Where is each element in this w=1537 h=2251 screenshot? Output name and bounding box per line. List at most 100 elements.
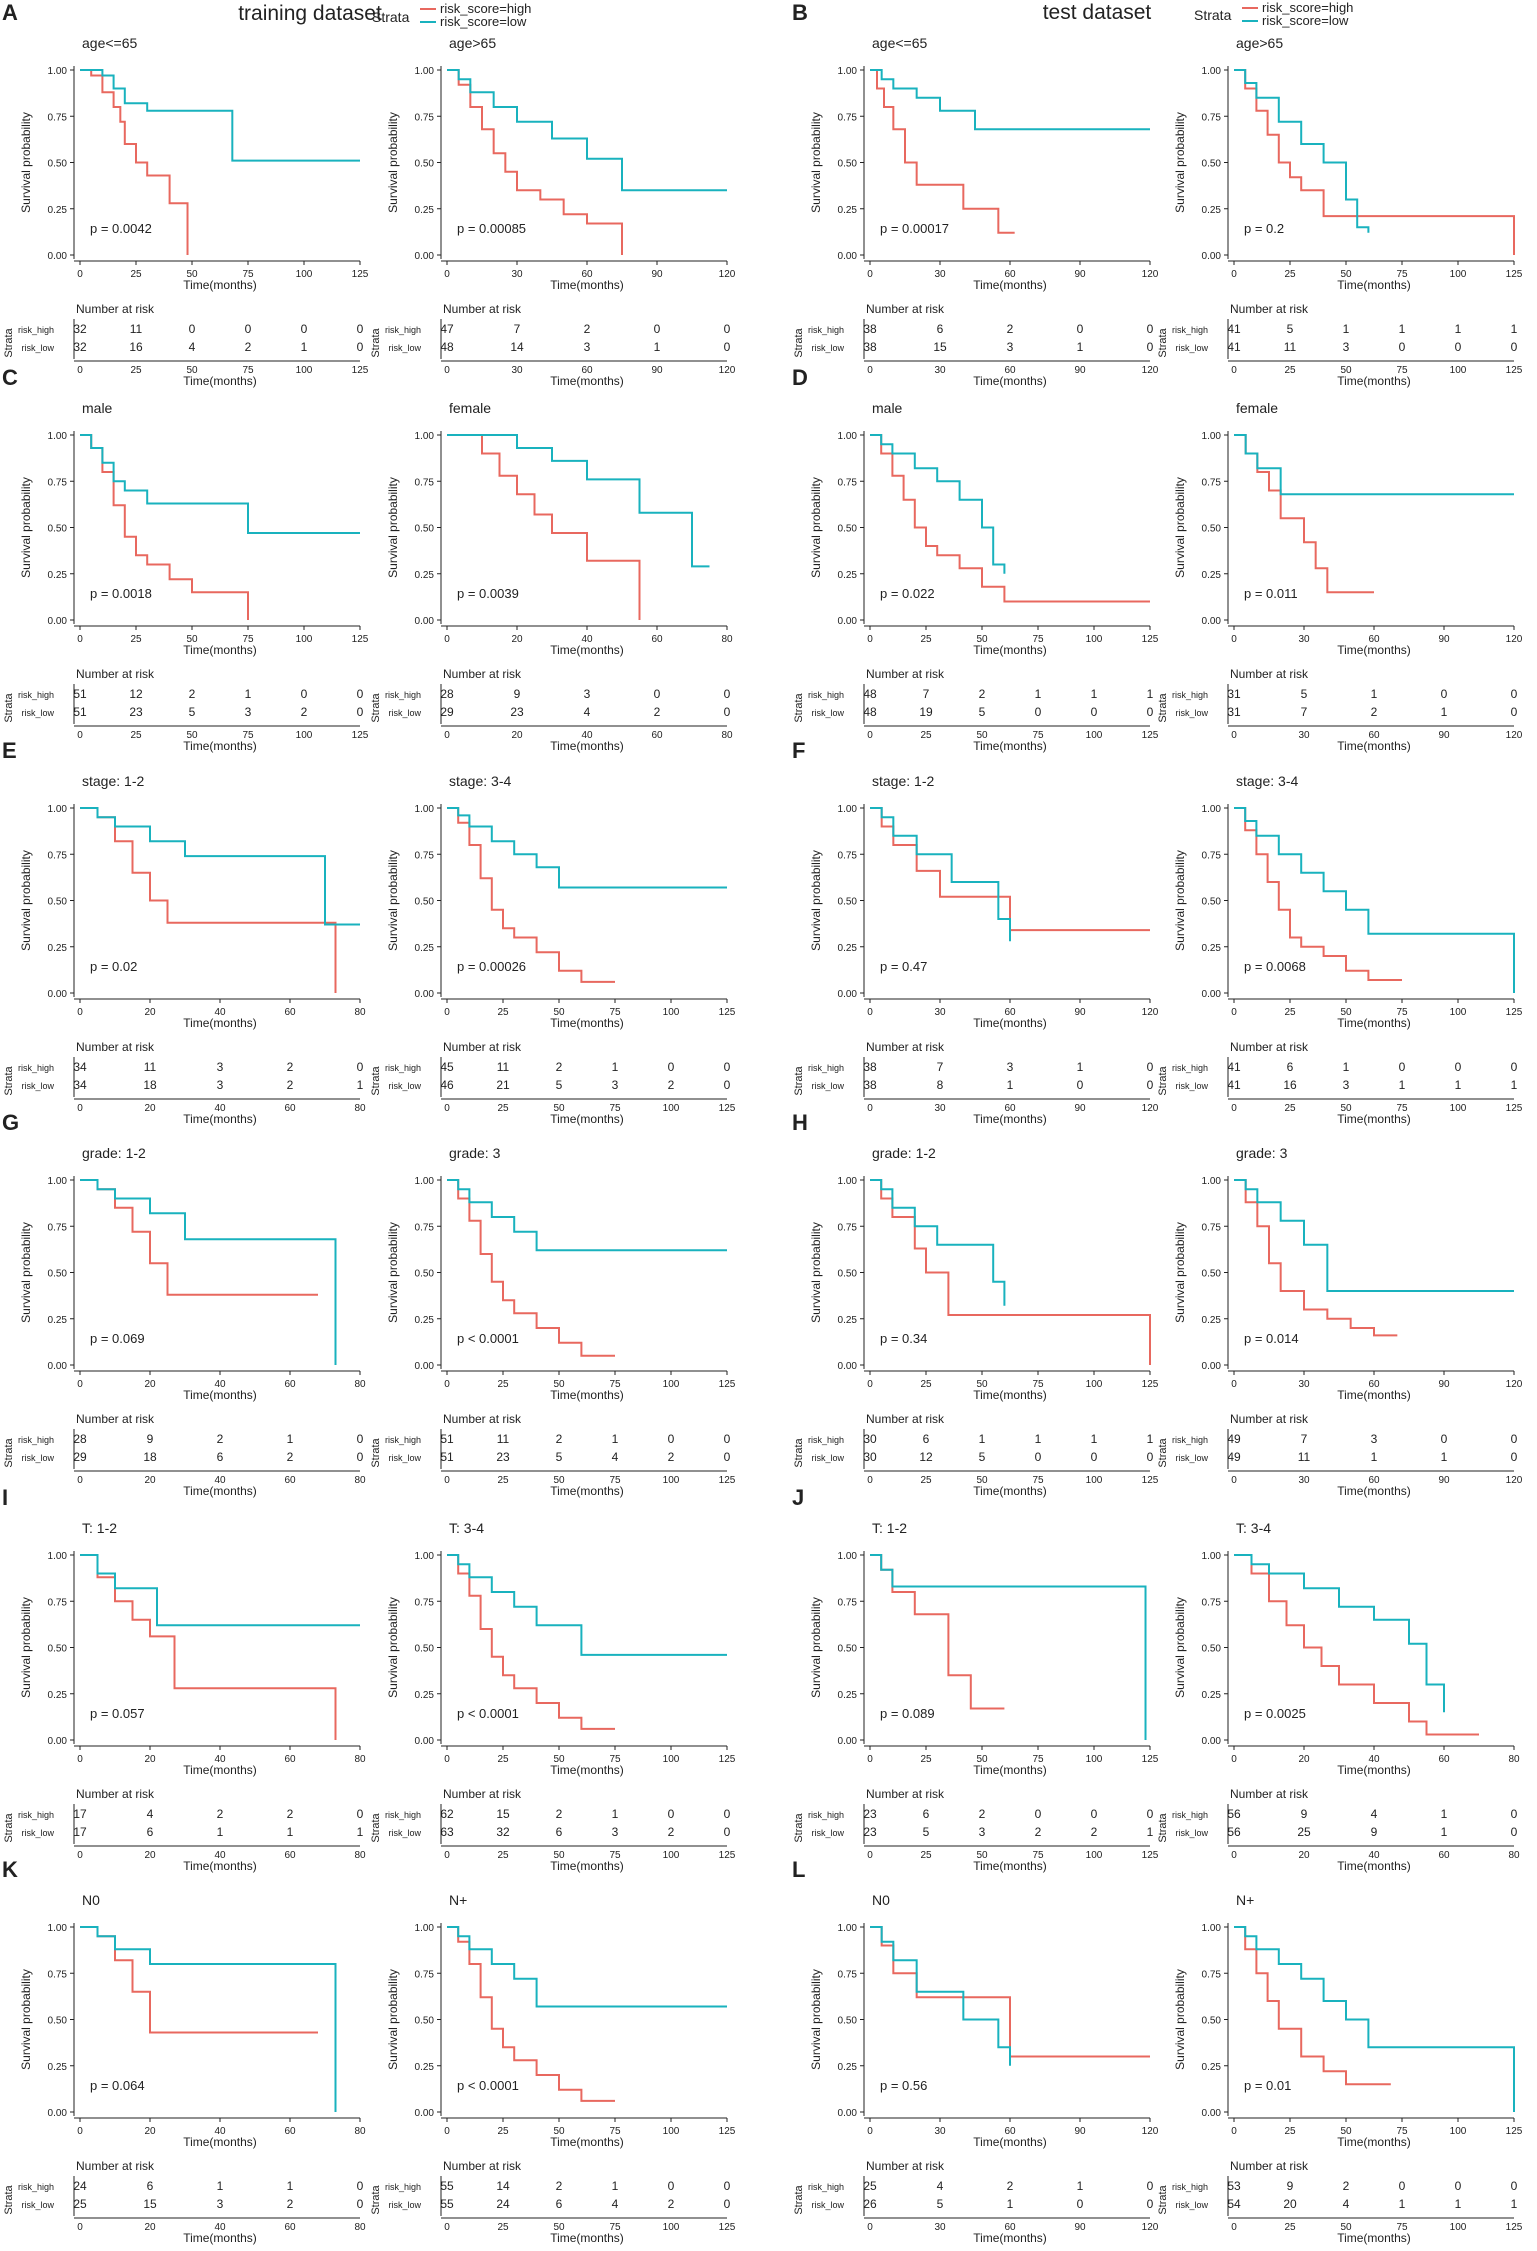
x-tick-label: 80 <box>354 1379 366 1390</box>
km-curve-risk-high <box>870 807 1150 932</box>
km-curve-risk-low <box>80 434 360 535</box>
risk-x-tick-label: 100 <box>1450 2222 1467 2233</box>
x-axis-label: Time(months) <box>183 2135 257 2149</box>
risk-count-low: 2 <box>668 1825 675 1839</box>
risk-count-low: 29 <box>73 1450 87 1464</box>
x-axis-label: Time(months) <box>183 1388 257 1402</box>
risk-row-label-low: risk_low <box>811 2200 844 2210</box>
risk-count-low: 0 <box>1091 705 1098 719</box>
x-axis-label: Time(months) <box>1337 278 1411 292</box>
risk-x-tick-label: 30 <box>1298 730 1310 741</box>
risk-row-label-low: risk_low <box>21 2200 54 2210</box>
risk-count-low: 1 <box>1007 1078 1014 1092</box>
x-tick-label: 75 <box>609 1754 621 1765</box>
x-tick-label: 20 <box>511 634 523 645</box>
risk-x-tick-label: 0 <box>77 2222 83 2233</box>
y-tick-label: 0.75 <box>1202 112 1222 123</box>
risk-count-high: 0 <box>1511 1432 1518 1446</box>
risk-count-low: 0 <box>724 705 731 719</box>
x-axis-label: Time(months) <box>973 1763 1047 1777</box>
risk-strata-label: Strata <box>3 2184 15 2214</box>
km-curve-risk-low <box>80 807 360 926</box>
risk-count-low: 31 <box>1227 705 1241 719</box>
risk-count-low: 48 <box>863 705 877 719</box>
risk-row-label-high: risk_high <box>1172 1810 1208 1820</box>
y-axis-label: Survival probability <box>809 112 823 213</box>
risk-count-high: 0 <box>724 2179 731 2193</box>
risk-count-low: 51 <box>440 1450 454 1464</box>
y-tick-label: 0.00 <box>838 989 858 1000</box>
panel-title: N0 <box>872 1892 890 1908</box>
km-curve-risk-low <box>447 434 710 568</box>
y-tick-label: 0.50 <box>48 524 68 535</box>
y-tick-label: 1.00 <box>48 66 68 77</box>
p-value: p = 0.0025 <box>1244 1706 1306 1721</box>
risk-count-high: 1 <box>1343 322 1350 336</box>
risk-table-title: Number at risk <box>1230 667 1309 681</box>
risk-x-tick-label: 75 <box>609 2222 621 2233</box>
x-tick-label: 120 <box>719 269 736 280</box>
risk-x-tick-label: 100 <box>1450 1103 1467 1114</box>
risk-row-label-high: risk_high <box>385 325 421 335</box>
x-tick-label: 75 <box>1396 269 1408 280</box>
x-tick-label: 0 <box>867 1379 873 1390</box>
risk-count-low: 18 <box>143 1450 157 1464</box>
risk-table-title: Number at risk <box>866 1787 945 1801</box>
x-tick-label: 0 <box>1231 269 1237 280</box>
risk-count-high: 0 <box>654 687 661 701</box>
risk-count-high: 2 <box>1343 2179 1350 2193</box>
x-tick-label: 80 <box>1508 1754 1520 1765</box>
risk-count-high: 0 <box>1399 1060 1406 1074</box>
risk-count-high: 1 <box>1399 322 1406 336</box>
risk-count-low: 2 <box>301 705 308 719</box>
risk-x-tick-label: 75 <box>609 1475 621 1486</box>
km-curve-risk-high <box>1234 1554 1479 1736</box>
risk-x-tick-label: 40 <box>581 730 593 741</box>
risk-table-title: Number at risk <box>443 1787 522 1801</box>
x-tick-label: 100 <box>1086 1754 1103 1765</box>
y-tick-label: 1.00 <box>415 66 435 77</box>
x-tick-label: 125 <box>1142 1754 1159 1765</box>
risk-x-axis-label: Time(months) <box>973 1484 1047 1498</box>
risk-count-low: 15 <box>933 340 947 354</box>
risk-count-high: 1 <box>1147 687 1154 701</box>
risk-row-label-low: risk_low <box>1175 1828 1208 1838</box>
x-tick-label: 75 <box>609 1007 621 1018</box>
risk-table-title: Number at risk <box>866 1412 945 1426</box>
risk-count-high: 0 <box>1077 322 1084 336</box>
risk-x-tick-label: 0 <box>1231 365 1237 376</box>
risk-count-low: 3 <box>584 340 591 354</box>
km-curve-risk-low <box>80 1554 360 1627</box>
risk-row-label-high: risk_high <box>1172 690 1208 700</box>
risk-table-title: Number at risk <box>866 1040 945 1054</box>
risk-count-low: 21 <box>496 1078 510 1092</box>
risk-count-low: 1 <box>1077 340 1084 354</box>
risk-count-high: 38 <box>863 322 877 336</box>
y-tick-label: 0.50 <box>838 524 858 535</box>
p-value: p = 0.00017 <box>880 221 949 236</box>
km-curve-risk-high <box>80 1554 337 1740</box>
risk-x-tick-label: 80 <box>721 730 733 741</box>
risk-table-title: Number at risk <box>76 667 155 681</box>
x-tick-label: 120 <box>1142 2126 1159 2137</box>
x-tick-label: 20 <box>144 1007 156 1018</box>
risk-count-high: 0 <box>724 1807 731 1821</box>
x-tick-label: 0 <box>867 2126 873 2137</box>
y-tick-label: 0.75 <box>48 477 68 488</box>
risk-count-low: 2 <box>668 2197 675 2211</box>
y-tick-label: 0.75 <box>48 112 68 123</box>
risk-x-axis-label: Time(months) <box>1337 1484 1411 1498</box>
risk-count-high: 0 <box>1399 2179 1406 2193</box>
km-panel-21: K N0 0.00 0.25 0.50 0.75 1.00 Survival probabil… <box>2 1857 366 2245</box>
y-axis-label: Survival probability <box>386 850 400 951</box>
risk-count-high: 0 <box>357 1060 364 1074</box>
km-curve-risk-low <box>1234 1926 1515 2112</box>
km-curve-risk-low <box>1234 807 1515 993</box>
x-axis-label: Time(months) <box>973 278 1047 292</box>
y-tick-label: 0.25 <box>48 1315 68 1326</box>
km-panel-2: age>65 0.00 0.25 0.50 0.75 1.00 Survival proba… <box>370 35 736 388</box>
x-tick-label: 125 <box>1506 2126 1523 2137</box>
risk-x-tick-label: 90 <box>1438 1475 1450 1486</box>
training-dataset-title: training dataset <box>238 2 382 25</box>
